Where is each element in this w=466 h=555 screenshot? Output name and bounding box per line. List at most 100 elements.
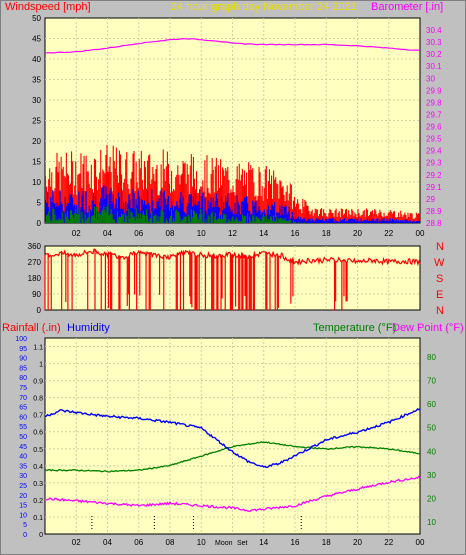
compass-n-top: N: [436, 241, 444, 253]
humidity-y-tick: 40: [19, 454, 27, 461]
graph-title: 24 hour graph day November 24 2021: [171, 1, 357, 13]
wind-x-tick: 00: [416, 229, 425, 238]
moon-annotation: Moon: [215, 540, 233, 547]
direction-y-axis: 0 90 180 270 360: [28, 242, 42, 315]
barometer-y-tick: 29.8: [426, 98, 442, 107]
barometer-y-tick: 29.3: [426, 159, 442, 168]
direction-y-tick: 0: [37, 306, 42, 315]
wind-x-tick: 10: [197, 229, 206, 238]
humidity-y-tick: 65: [19, 405, 27, 412]
humidity-y-tick: 15: [19, 503, 27, 510]
wind-x-axis: 02 04 06 08 10 12 14 16 18 20 22 00: [72, 229, 425, 238]
wind-x-tick: 18: [322, 229, 331, 238]
rain-y-tick: 0.9: [33, 379, 43, 386]
rain-y-tick: 0.5: [33, 447, 43, 454]
humidity-y-tick: 30: [19, 473, 27, 480]
direction-line: [44, 248, 421, 267]
barometer-y-tick: 30.3: [426, 38, 442, 47]
wind-y-tick: 5: [37, 199, 42, 208]
wind-y-tick: 50: [32, 14, 41, 23]
temperature-y-tick: 60: [427, 400, 436, 409]
rain-y-tick: 0.6: [33, 430, 43, 437]
humidity-y-tick: 85: [19, 365, 27, 372]
rain-y-tick: 0.4: [33, 464, 43, 471]
wind-y-tick: 40: [32, 55, 41, 64]
wind-x-tick: 22: [384, 229, 393, 238]
barometer-y-tick: 30: [426, 74, 435, 83]
sunset-annotation: Set: [237, 540, 248, 547]
windspeed-label: Windspeed [mph]: [5, 1, 91, 13]
humidity-y-tick: 20: [19, 493, 27, 500]
barometer-y-tick: 28.9: [426, 207, 442, 216]
barometer-y-tick: 29.1: [426, 183, 442, 192]
barometer-y-tick: 30.1: [426, 62, 442, 71]
temperature-y-tick: 80: [427, 353, 436, 362]
humidity-x-tick: 08: [166, 538, 175, 547]
temperature-y-tick: 10: [427, 518, 436, 527]
direction-spikes: [44, 249, 348, 310]
temperature-y-tick: 40: [427, 447, 436, 456]
barometer-y-tick: 29.7: [426, 110, 442, 119]
humidity-y-tick: 45: [19, 444, 27, 451]
humidity-x-tick: 00: [416, 538, 425, 547]
wind-y-tick: 45: [32, 35, 41, 44]
humidity-x-tick: 18: [322, 538, 331, 547]
rain-y-tick: 0.3: [33, 481, 43, 488]
compass-labels: N W S E N: [434, 241, 445, 317]
wind-y-tick: 0: [37, 219, 42, 228]
direction-y-tick: 90: [32, 290, 41, 299]
wind-y-tick: 20: [32, 137, 41, 146]
compass-e: E: [436, 289, 443, 301]
barometer-y-tick: 29.4: [426, 147, 442, 156]
direction-y-tick: 180: [28, 274, 42, 283]
wind-x-tick: 04: [103, 229, 112, 238]
compass-s: S: [436, 273, 443, 285]
wind-x-tick: 12: [228, 229, 237, 238]
dewpoint-label: Dew Point (°F): [392, 322, 464, 334]
rain-y-axis: 0 0.1 0.2 0.3 0.4 0.5 0.6 0.7 0.8 0.9 1 1.1: [33, 345, 43, 539]
humidity-x-tick: 22: [384, 538, 393, 547]
humidity-temperature-panel: 0510152025303540455055606570758085909510…: [15, 336, 436, 547]
compass-n-bottom: N: [436, 305, 444, 317]
temperature-y-tick: 20: [427, 495, 436, 504]
humidity-y-tick: 80: [19, 375, 27, 382]
rain-y-tick: 0: [39, 532, 43, 539]
humidity-x-tick: 16: [291, 538, 300, 547]
barometer-y-tick: 29.9: [426, 86, 442, 95]
barometer-y-tick: 29.2: [426, 171, 442, 180]
humidity-y-tick: 35: [19, 463, 27, 470]
humidity-x-tick: 06: [134, 538, 143, 547]
wind-x-tick: 16: [291, 229, 300, 238]
humidity-y-tick: 60: [19, 414, 27, 421]
wind-low-series: [44, 203, 306, 223]
wind-y-tick: 10: [32, 178, 41, 187]
rain-y-tick: 1.1: [33, 345, 43, 352]
wind-y-tick: 15: [32, 158, 41, 167]
barometer-y-tick: 28.8: [426, 219, 442, 228]
wind-x-tick: 20: [353, 229, 362, 238]
barometer-y-tick: 30.4: [426, 26, 442, 35]
wind-y-tick: 25: [32, 117, 41, 126]
humidity-y-tick: 70: [19, 395, 27, 402]
barometer-y-axis: 28.8 28.9 29 29.1 29.2 29.3 29.4 29.5 29.6 29.7 29…: [426, 26, 442, 228]
humidity-grid: [45, 338, 420, 534]
humidity-y-tick: 100: [15, 336, 27, 343]
humidity-y-tick: 75: [19, 385, 27, 392]
rain-y-tick: 0.2: [33, 498, 43, 505]
rainfall-label: Rainfall (.in): [2, 322, 61, 334]
barometer-y-tick: 29.6: [426, 123, 442, 132]
humidity-y-tick: 25: [19, 483, 27, 490]
dewpoint-line: [44, 475, 421, 513]
wind-y-axis: 0 5 10 15 20 25 30 35 40 45 50: [32, 14, 41, 228]
temperature-line: [44, 441, 421, 473]
humidity-y-tick: 55: [19, 424, 27, 431]
humidity-x-tick: 14: [259, 538, 268, 547]
direction-panel: 0 90 180 270 360 N W S E N: [28, 241, 445, 317]
humidity-line: [44, 407, 421, 469]
wind-x-tick: 14: [259, 229, 268, 238]
direction-y-tick: 270: [28, 258, 42, 267]
humidity-y-tick: 90: [19, 356, 27, 363]
compass-w: W: [434, 257, 445, 269]
